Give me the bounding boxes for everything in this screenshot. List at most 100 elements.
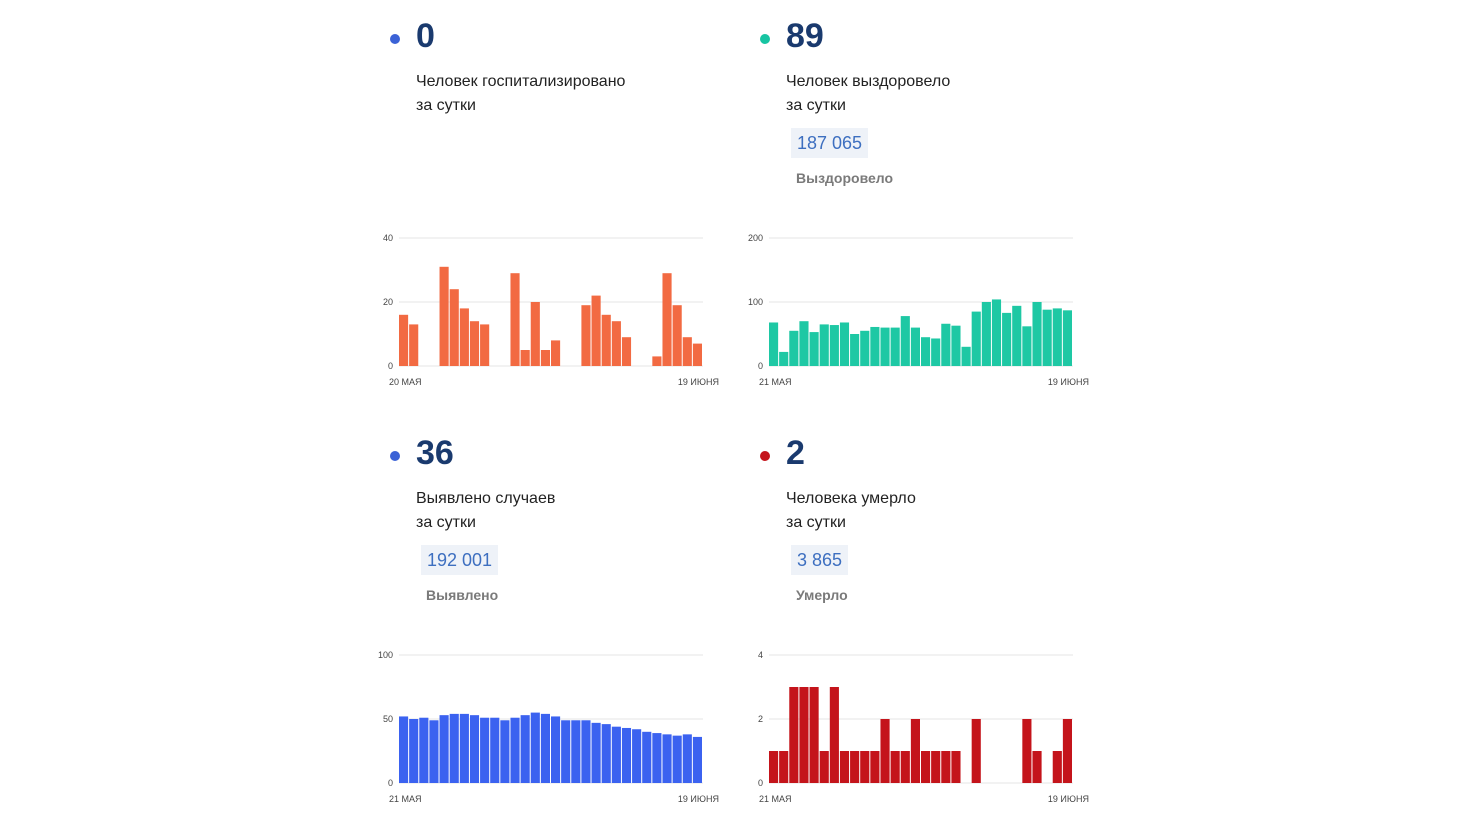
bar xyxy=(480,717,490,783)
bar xyxy=(581,305,591,366)
bar xyxy=(941,751,951,783)
bar xyxy=(561,720,571,783)
bar xyxy=(551,340,561,366)
deaths-panel: 2 Человека умерло за сутки 3 865 Умерло … xyxy=(758,433,1100,833)
y-tick-label: 200 xyxy=(748,233,763,243)
bar xyxy=(469,715,480,783)
bar xyxy=(520,715,530,783)
bar xyxy=(900,751,910,783)
bar xyxy=(981,302,991,366)
hospitalized-value: 0 xyxy=(416,17,435,55)
description-line: Выявлено случаев xyxy=(416,490,556,507)
bar xyxy=(1062,310,1072,366)
bar xyxy=(510,717,520,783)
bar xyxy=(870,751,880,783)
x-start-label: 21 МАЯ xyxy=(389,794,422,804)
x-end-label: 19 ИЮНЯ xyxy=(678,794,719,804)
bar xyxy=(839,751,850,783)
bar xyxy=(611,726,621,783)
bar xyxy=(409,324,419,366)
bar xyxy=(1052,751,1062,783)
bar xyxy=(409,719,419,783)
bar xyxy=(829,325,839,366)
description-line: Человек выздоровело xyxy=(786,73,951,90)
bar xyxy=(530,302,540,366)
x-end-label: 19 ИЮНЯ xyxy=(678,377,719,387)
bar xyxy=(779,751,789,783)
bar xyxy=(1022,719,1032,783)
recovered-description: Человек выздоровело за сутки xyxy=(786,70,1086,118)
bar xyxy=(961,346,971,366)
bar xyxy=(581,720,591,783)
bar xyxy=(1042,309,1052,366)
bar xyxy=(621,337,632,366)
recovered-total: 187 065 xyxy=(791,128,869,158)
bar xyxy=(1032,302,1042,366)
bar xyxy=(931,338,941,366)
bar xyxy=(692,343,702,366)
bar xyxy=(652,733,662,783)
bar xyxy=(910,327,920,366)
bar xyxy=(611,321,621,366)
detected-total: 192 001 xyxy=(421,545,499,575)
detected-description: Выявлено случаев за сутки xyxy=(416,487,716,535)
bar xyxy=(850,751,860,783)
bar xyxy=(789,330,799,366)
bar xyxy=(510,273,520,366)
deaths-value: 2 xyxy=(786,434,805,472)
y-tick-label: 100 xyxy=(748,297,763,307)
bar xyxy=(419,717,429,783)
bar xyxy=(530,712,540,783)
y-tick-label: 4 xyxy=(758,650,763,660)
bar xyxy=(931,751,941,783)
deaths-total: 3 865 xyxy=(791,545,849,575)
bar xyxy=(449,289,459,366)
bar xyxy=(621,727,632,783)
bar xyxy=(890,327,900,366)
description-line: Человека умерло xyxy=(786,490,916,507)
bar xyxy=(829,687,839,783)
bar xyxy=(880,719,890,783)
recovered-dot xyxy=(760,34,770,44)
detected-panel: 36 Выявлено случаев за сутки 192 001 Выя… xyxy=(378,433,730,833)
bar xyxy=(540,713,550,783)
bar xyxy=(921,337,931,366)
bar xyxy=(870,326,880,366)
bar xyxy=(500,720,510,783)
hospitalized-dot xyxy=(390,34,400,44)
bar xyxy=(652,356,662,366)
bar xyxy=(642,731,652,783)
deaths-chart: 0 2 4 21 МАЯ 19 ИЮНЯ xyxy=(758,650,1089,804)
bar xyxy=(591,722,601,783)
bar xyxy=(1062,719,1072,783)
bar xyxy=(1012,305,1022,366)
bar xyxy=(682,337,692,366)
bar xyxy=(632,729,642,783)
bar xyxy=(672,305,682,366)
bar xyxy=(941,323,951,366)
bar xyxy=(910,719,920,783)
y-tick-label: 0 xyxy=(758,778,763,788)
bar xyxy=(520,350,530,366)
y-tick-label: 40 xyxy=(383,233,393,243)
deaths-description: Человека умерло за сутки xyxy=(786,487,1086,535)
bar xyxy=(540,350,550,366)
bar xyxy=(951,325,961,366)
bar xyxy=(672,735,682,783)
detected-chart: 0 50 100 21 МАЯ 19 ИЮНЯ xyxy=(378,650,719,804)
x-start-label: 21 МАЯ xyxy=(759,794,792,804)
x-start-label: 20 МАЯ xyxy=(389,377,422,387)
hospitalized-description: Человек госпитализировано за сутки xyxy=(416,70,716,118)
bar xyxy=(459,713,469,783)
description-line: за сутки xyxy=(786,97,846,114)
bar xyxy=(860,330,870,366)
bar xyxy=(971,311,981,366)
bar xyxy=(399,716,409,783)
deaths-total-label: Умерло xyxy=(796,587,848,603)
y-tick-label: 20 xyxy=(383,297,393,307)
bar xyxy=(490,717,500,783)
x-end-label: 19 ИЮНЯ xyxy=(1048,794,1089,804)
bar xyxy=(769,322,779,366)
bar xyxy=(480,324,490,366)
bar xyxy=(900,316,910,366)
